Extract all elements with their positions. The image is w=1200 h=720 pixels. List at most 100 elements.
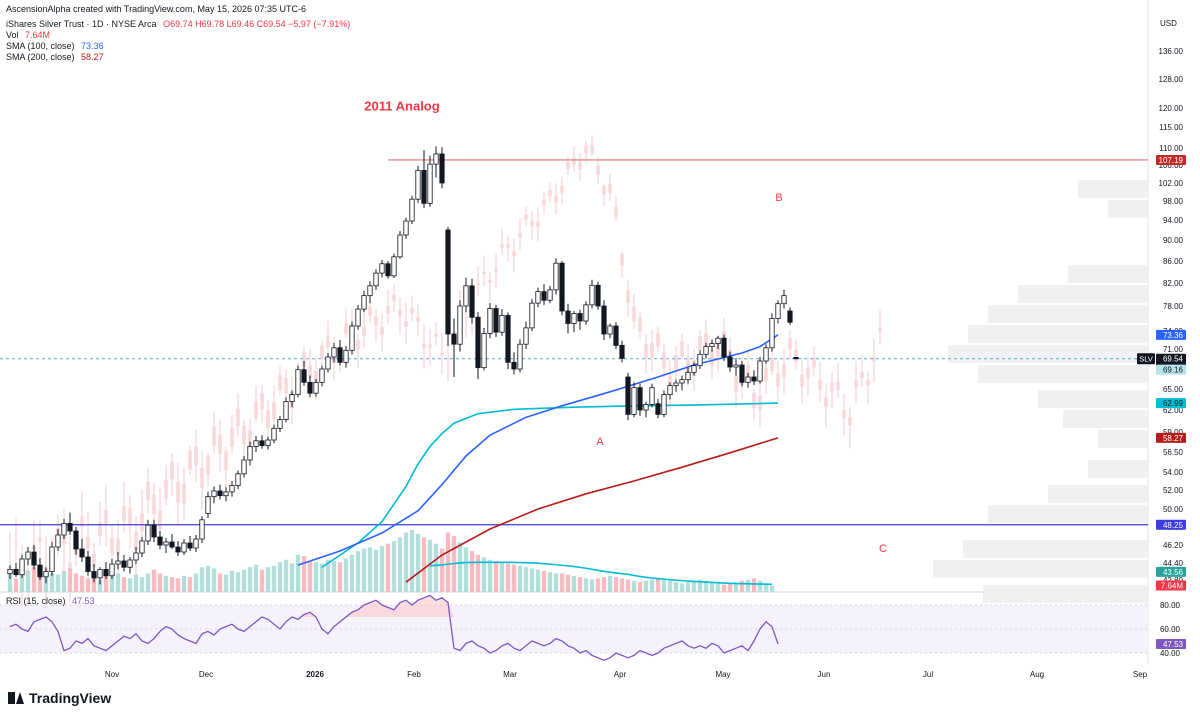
analog-candle (752, 393, 756, 409)
analog-candle (110, 538, 114, 554)
candle-body (91, 571, 97, 579)
candle-body (391, 256, 397, 277)
analog-candle (176, 481, 180, 503)
symbol-info-line: iShares Silver Trust · 1D · NYSE Arca O6… (6, 19, 350, 30)
candle-body (655, 403, 661, 415)
volume-bar (589, 579, 595, 592)
volume-bar (445, 532, 451, 592)
analog-candle (434, 334, 438, 337)
analog-candle (380, 326, 384, 335)
candle-body (397, 234, 403, 258)
volume-bar (571, 575, 577, 592)
volume-bar (415, 533, 421, 592)
volume-bar (127, 578, 133, 592)
created-by-line: AscensionAlpha created with TradingView.… (6, 4, 306, 14)
analog-candle (524, 214, 528, 220)
volume-bar (457, 542, 463, 592)
chart-annotation-title: 2011 Analog (364, 99, 439, 114)
y-tick-label: 115.00 (1159, 123, 1183, 132)
symbol-description[interactable]: iShares Silver Trust · 1D · NYSE Arca (6, 19, 157, 29)
price-badge-label: 7.64M (1161, 582, 1184, 591)
volume-bar (727, 583, 733, 592)
analog-candle (644, 344, 648, 359)
candle-body (793, 356, 799, 360)
candle-body (115, 560, 121, 565)
analog-candle (530, 220, 534, 227)
candle-body (505, 314, 511, 363)
candle-body (247, 445, 253, 461)
volume-bar (661, 579, 667, 592)
candle-body (277, 419, 283, 429)
sma100-legend[interactable]: SMA (100, close) 73.36 (6, 41, 104, 52)
sma200-legend[interactable]: SMA (200, close) 58.27 (6, 52, 104, 63)
volume-bar (175, 578, 181, 592)
volume-bar (385, 543, 391, 592)
chart-annotation-b: B (775, 192, 782, 204)
volume-bar (79, 575, 85, 592)
candle-body (649, 387, 655, 405)
currency-label[interactable]: USD (1160, 19, 1177, 28)
analog-candle (680, 341, 684, 357)
x-tick-label: May (715, 670, 730, 679)
analog-candle (596, 166, 600, 175)
candle-body (475, 316, 481, 369)
volume-bar (187, 577, 193, 592)
volume-profile-bar (1108, 200, 1148, 218)
volume-bar (595, 578, 601, 592)
volume-bar (163, 575, 169, 592)
analog-candle (572, 157, 576, 165)
candle-body (139, 540, 145, 554)
candle-body (31, 551, 37, 566)
candle-body (685, 371, 691, 381)
volume-bar (307, 561, 313, 592)
rsi-legend[interactable]: RSI (15, close) 47.53 (6, 596, 95, 607)
volume-profile-bar (948, 345, 1148, 363)
x-tick-label: 2026 (306, 670, 324, 679)
volume-bar (685, 582, 691, 592)
candle-body (739, 364, 745, 383)
volume-bar (397, 537, 403, 592)
candles (7, 146, 799, 585)
volume-legend[interactable]: Vol 7.64M (6, 30, 50, 41)
volume-bar (37, 575, 43, 592)
sma100-value: 73.36 (81, 41, 104, 51)
volume-bar (487, 559, 493, 592)
volume-bar (343, 558, 349, 592)
volume-bar (133, 574, 139, 592)
candle-body (421, 169, 427, 204)
y-tick-label: 52.00 (1163, 486, 1184, 495)
candle-body (265, 439, 271, 446)
candle-body (319, 368, 325, 383)
volume-bar (577, 577, 583, 592)
analog-candle (116, 538, 120, 556)
price-badge-label: 69.54 (1163, 355, 1184, 364)
x-tick-label: Apr (614, 670, 627, 679)
price-badge (1156, 519, 1186, 530)
analog-candle (278, 374, 282, 391)
volume-bar (613, 577, 619, 592)
volume-bar (475, 554, 481, 592)
candle-body (571, 313, 577, 324)
candle-body (253, 440, 259, 447)
volume-profile-bar (1068, 265, 1148, 283)
candle-body (499, 314, 505, 333)
volume-bar (493, 561, 499, 592)
volume-bar (529, 568, 535, 592)
analog-candle (614, 206, 618, 217)
analog-candle (182, 483, 186, 505)
candle-body (349, 325, 355, 351)
tradingview-logo[interactable]: TradingView (8, 690, 111, 706)
volume-bar (427, 539, 433, 592)
candle-body (211, 490, 217, 498)
volume-bars (7, 530, 775, 592)
volume-bar (379, 546, 385, 592)
volume-bar (169, 577, 175, 592)
analog-candle (638, 317, 642, 332)
analog-candle (848, 417, 852, 426)
rsi-badge (1156, 638, 1186, 649)
candle-body (337, 347, 343, 363)
volume-bar (721, 584, 727, 592)
volume-bar (391, 541, 397, 592)
volume-profile-bar (988, 505, 1148, 523)
